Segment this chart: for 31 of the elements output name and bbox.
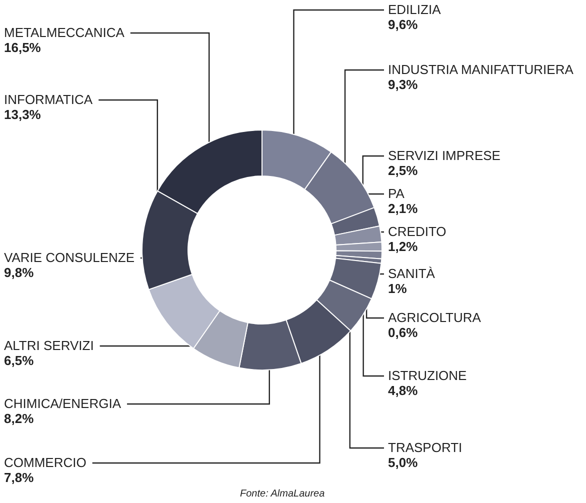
data-label: 1,2% <box>388 239 418 254</box>
slice-label: AGRICOLTURA <box>388 310 482 325</box>
data-label: 2,5% <box>388 163 418 178</box>
data-label: 16,5% <box>4 40 42 55</box>
slice-label: EDILIZIA <box>388 2 442 17</box>
data-label: 1% <box>388 281 408 296</box>
data-label: 5,0% <box>388 455 418 470</box>
slice-label: PA <box>388 186 405 201</box>
slice-label: ISTRUZIONE <box>388 368 468 383</box>
data-label: 9,6% <box>388 17 418 32</box>
data-label: 7,8% <box>4 470 34 485</box>
slice-label: SANITÀ <box>388 266 436 281</box>
data-label: 13,3% <box>4 107 42 122</box>
slice-label: CREDITO <box>388 224 446 239</box>
slice-label: INFORMATICA <box>4 92 93 107</box>
slice-label: ALTRI SERVIZI <box>4 338 94 353</box>
slice-label: INDUSTRIA MANIFATTURIERA <box>388 62 574 77</box>
data-label: 0,6% <box>388 325 418 340</box>
slice-label: TRASPORTI <box>388 440 462 455</box>
data-label: 8,2% <box>4 411 34 426</box>
data-label: 9,3% <box>388 77 418 92</box>
data-label: 9,8% <box>4 265 34 280</box>
data-label: 2,1% <box>388 201 418 216</box>
slice-label: SERVIZI IMPRESE <box>388 148 501 163</box>
slice-label: COMMERCIO <box>4 455 86 470</box>
slice-label: METALMECCANICA <box>4 25 125 40</box>
data-label: 4,8% <box>388 383 418 398</box>
source-note: Fonte: AlmaLaurea <box>240 488 326 500</box>
data-label: 6,5% <box>4 353 34 368</box>
slice-label: CHIMICA/ENERGIA <box>4 396 122 411</box>
slice-label: VARIE CONSULENZE <box>4 250 135 265</box>
